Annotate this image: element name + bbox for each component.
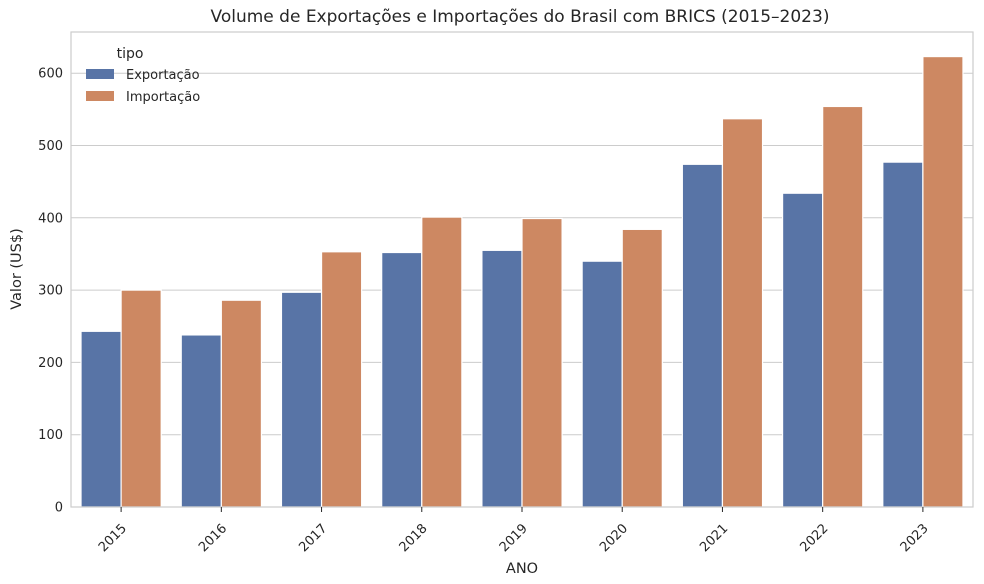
x-tick-label: 2018 bbox=[397, 521, 431, 555]
legend-entry: Importação bbox=[126, 90, 200, 105]
bar-exportacao-2016 bbox=[180, 334, 222, 508]
legend-title: tipo bbox=[117, 46, 144, 62]
chart-title: Volume de Exportações e Importações do B… bbox=[211, 7, 830, 27]
legend-swatch bbox=[86, 91, 114, 101]
x-tick-label: 2017 bbox=[296, 521, 330, 555]
x-axis-label: ANO bbox=[506, 561, 538, 577]
y-tick-label: 600 bbox=[38, 67, 63, 82]
y-axis-ticks: 0 100 200 300 400 500 600 bbox=[38, 67, 63, 516]
legend: tipo Exportação Importação bbox=[86, 46, 200, 105]
x-axis-ticks: 2015 2016 2017 2018 2019 2020 2021 2022 2023 bbox=[96, 507, 932, 555]
bar-exportacao-2018 bbox=[381, 251, 423, 508]
x-tick-label: 2015 bbox=[96, 521, 130, 555]
bar-importacao-2021 bbox=[721, 118, 764, 508]
y-tick-label: 500 bbox=[38, 139, 63, 154]
legend-swatch bbox=[86, 69, 114, 79]
x-tick-label: 2019 bbox=[497, 521, 531, 555]
y-tick-label: 200 bbox=[38, 356, 63, 371]
bar-exportacao-2023 bbox=[882, 161, 924, 508]
x-tick-label: 2016 bbox=[196, 521, 230, 555]
y-tick-label: 300 bbox=[38, 284, 63, 299]
y-tick-label: 400 bbox=[38, 211, 63, 226]
bar-exportacao-2022 bbox=[781, 192, 824, 508]
bar-importacao-2018 bbox=[421, 216, 463, 508]
bar-importacao-2015 bbox=[120, 289, 162, 508]
x-tick-label: 2021 bbox=[697, 521, 731, 555]
bar-importacao-2019 bbox=[521, 217, 563, 508]
y-tick-label: 100 bbox=[38, 428, 63, 443]
x-tick-label: 2023 bbox=[898, 521, 932, 555]
bar-importacao-2023 bbox=[922, 55, 964, 508]
y-tick-label: 0 bbox=[55, 501, 63, 516]
x-tick-label: 2022 bbox=[797, 521, 831, 555]
bar-exportacao-2015 bbox=[80, 330, 122, 508]
y-axis-label: Valor (US$) bbox=[9, 228, 25, 310]
bar-importacao-2017 bbox=[320, 251, 363, 508]
x-tick-label: 2020 bbox=[597, 521, 631, 555]
bar-exportacao-2019 bbox=[481, 249, 523, 508]
bar-importacao-2016 bbox=[220, 299, 263, 508]
bar-importacao-2022 bbox=[822, 105, 864, 508]
legend-entry: Exportação bbox=[126, 68, 200, 83]
bar-exportacao-2017 bbox=[280, 291, 323, 508]
bar-exportacao-2021 bbox=[681, 163, 724, 508]
bar-exportacao-2020 bbox=[581, 260, 623, 508]
bars bbox=[80, 55, 964, 508]
bar-importacao-2020 bbox=[621, 228, 663, 508]
